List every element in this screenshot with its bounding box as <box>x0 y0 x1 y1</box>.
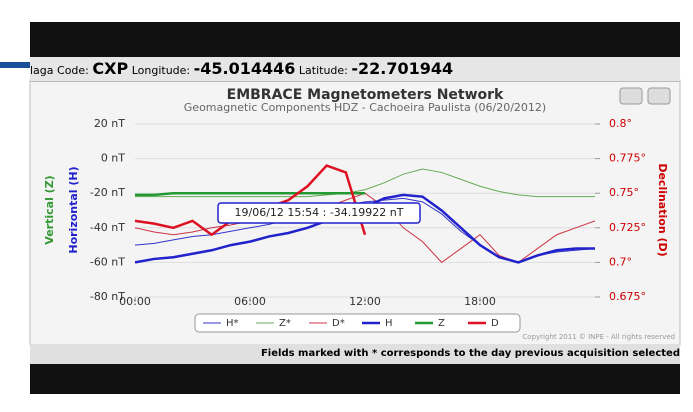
value: -22.701944 <box>351 59 454 78</box>
axis-label: Vertical (Z) <box>43 175 56 244</box>
legend-box <box>194 313 521 333</box>
chart-subtitle: Geomagnetic Components HDZ - Cachoeira P… <box>184 101 546 114</box>
y-tick-label: -60 nT <box>90 255 125 268</box>
y2-tick-label: 0.675° <box>609 290 646 303</box>
series-line <box>135 191 365 197</box>
legend-label: D* <box>332 318 345 329</box>
axis-label: Horizontal (H) <box>67 166 80 253</box>
y2-tick-label: 0.75° <box>609 186 639 199</box>
bottom-bar <box>30 364 680 394</box>
side-strip <box>0 62 30 68</box>
y-tick-label: 20 nT <box>94 117 125 130</box>
label: Longitude: <box>131 64 191 77</box>
y-tick-label: -80 nT <box>90 290 125 303</box>
top-bar <box>30 22 680 58</box>
value: -45.014446 <box>193 59 296 78</box>
value: CXP <box>92 59 129 78</box>
legend-label: Z* <box>279 318 291 329</box>
y2-tick-label: 0.8° <box>609 117 632 130</box>
export-button[interactable] <box>647 87 671 105</box>
y2-tick-label: 0.725° <box>609 221 646 234</box>
tooltip: 19/06/12 15:54 : -34.19922 nT <box>235 206 404 219</box>
x-tick-label: 12:00 <box>349 295 381 308</box>
info-bar: laga Code: CXP Longitude: -45.014446 Lat… <box>30 57 680 82</box>
legend-label: Z <box>438 318 445 329</box>
y-tick-label: 0 nT <box>101 152 125 165</box>
series-line <box>135 168 595 198</box>
label: Latitude: <box>298 64 348 77</box>
legend-label: H* <box>226 318 239 329</box>
y2-tick-label: 0.7° <box>609 255 632 268</box>
label: laga Code: <box>30 64 89 77</box>
axis-label: Declination (D) <box>656 163 669 256</box>
y-tick-label: -40 nT <box>90 221 125 234</box>
print-button[interactable] <box>619 87 643 105</box>
copyright: Copyright 2011 © INPE - All rights reser… <box>522 333 675 341</box>
tooltip-box <box>217 202 421 224</box>
legend-label: H <box>385 318 393 329</box>
legend-label: D <box>491 318 499 329</box>
x-tick-label: 00:00 <box>119 295 151 308</box>
footer: Fields marked with * corresponds to the … <box>30 344 680 364</box>
chart-title: EMBRACE Magnetometers Network <box>227 87 504 103</box>
x-tick-label: 06:00 <box>234 295 266 308</box>
y2-tick-label: 0.775° <box>609 152 646 165</box>
y-tick-label: -20 nT <box>90 186 125 199</box>
x-tick-label: 18:00 <box>464 295 496 308</box>
